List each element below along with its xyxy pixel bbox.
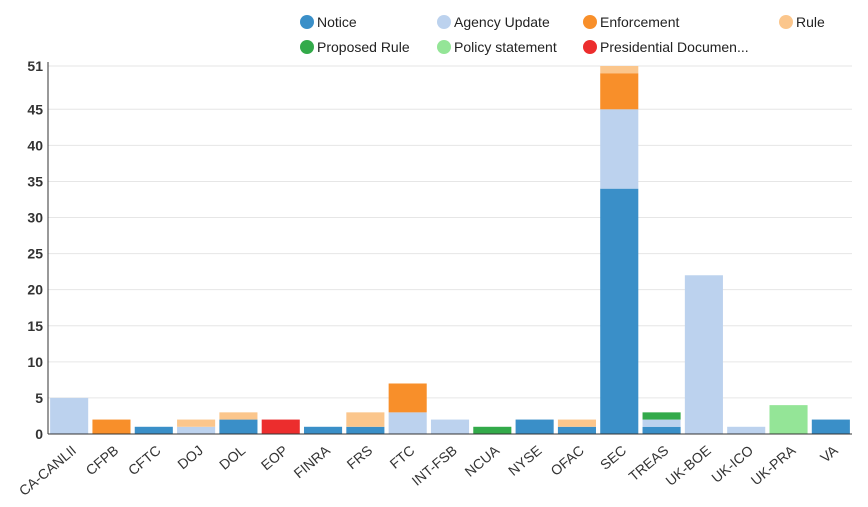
- x-tick-label: DOJ: [174, 442, 206, 472]
- x-tick-label: NYSE: [505, 442, 544, 479]
- legend: Notice Agency Update Enforcement Rule Propos…: [300, 14, 825, 55]
- bar-segment-uk-boe-agency-update[interactable]: [684, 275, 723, 434]
- y-tick-label: 45: [27, 101, 43, 117]
- legend-swatch: [583, 40, 597, 54]
- bar-segment-ca-canlii-agency-update[interactable]: [50, 397, 89, 434]
- legend-item[interactable]: Notice: [300, 14, 357, 30]
- y-tick-label: 15: [27, 318, 43, 334]
- bars: [50, 66, 850, 434]
- bar-segment-uk-pra-policy-statement[interactable]: [769, 405, 808, 434]
- x-tick-label: SEC: [597, 442, 629, 473]
- bar-segment-nyse-notice[interactable]: [515, 419, 554, 434]
- x-tick-label: FINRA: [291, 442, 334, 482]
- legend-label: Enforcement: [600, 14, 679, 30]
- y-tick-label: 5: [35, 390, 43, 406]
- y-tick-label: 30: [27, 210, 43, 226]
- legend-label: Rule: [796, 14, 825, 30]
- x-tick-label: INT-FSB: [409, 442, 460, 489]
- bar-segment-cftc-notice[interactable]: [134, 426, 173, 434]
- legend-label: Agency Update: [454, 14, 550, 30]
- bar-segment-treas-notice[interactable]: [642, 426, 681, 434]
- bar-segment-ncua-proposed-rule[interactable]: [473, 426, 512, 434]
- bar-segment-sec-notice[interactable]: [600, 188, 639, 434]
- legend-item[interactable]: Rule: [779, 14, 825, 30]
- bar-segment-sec-agency-update[interactable]: [600, 109, 639, 189]
- bar-segment-eop-presidential-documen[interactable]: [261, 419, 300, 434]
- x-tick-label: NCUA: [462, 442, 503, 480]
- legend-label: Presidential Documen...: [600, 39, 749, 55]
- legend-item[interactable]: Policy statement: [437, 39, 557, 55]
- x-tick-label: CA-CANLII: [16, 442, 79, 499]
- y-tick-label: 20: [27, 282, 43, 298]
- bar-segment-ftc-agency-update[interactable]: [388, 412, 427, 434]
- bar-segment-cfpb-enforcement[interactable]: [92, 419, 131, 434]
- legend-swatch: [300, 40, 314, 54]
- bar-segment-va-notice[interactable]: [811, 419, 850, 434]
- bar-segment-dol-notice[interactable]: [219, 419, 258, 434]
- x-tick-label: EOP: [258, 442, 291, 473]
- x-tick-label: CFPB: [83, 442, 122, 478]
- legend-label: Proposed Rule: [317, 39, 410, 55]
- legend-item[interactable]: Enforcement: [583, 14, 679, 30]
- legend-item[interactable]: Proposed Rule: [300, 39, 410, 55]
- bar-segment-frs-notice[interactable]: [346, 426, 385, 434]
- x-tick-label: VA: [817, 442, 841, 466]
- legend-item[interactable]: Presidential Documen...: [583, 39, 749, 55]
- legend-swatch: [779, 15, 793, 29]
- x-tick-label: FTC: [386, 442, 417, 472]
- grid: [48, 65, 852, 399]
- x-tick-label: UK-BOE: [662, 442, 713, 489]
- legend-swatch: [300, 15, 314, 29]
- x-tick-label: CFTC: [125, 442, 164, 478]
- x-tick-label: UK-PRA: [748, 442, 799, 489]
- bar-segment-dol-rule[interactable]: [219, 412, 258, 420]
- legend-swatch: [583, 15, 597, 29]
- x-tick-label: OFAC: [547, 442, 586, 479]
- bar-segment-doj-agency-update[interactable]: [177, 426, 216, 434]
- legend-swatch: [437, 15, 451, 29]
- bar-segment-sec-enforcement[interactable]: [600, 73, 639, 110]
- bar-segment-ofac-rule[interactable]: [557, 419, 596, 427]
- legend-label: Notice: [317, 14, 357, 30]
- y-tick-label: 35: [27, 173, 43, 189]
- x-tick-label: FRS: [344, 442, 376, 472]
- x-tick-label: DOL: [216, 442, 248, 473]
- legend-swatch: [437, 40, 451, 54]
- y-tick-label: 40: [27, 137, 43, 153]
- bar-segment-finra-notice[interactable]: [304, 426, 343, 434]
- legend-label: Policy statement: [454, 39, 557, 55]
- y-tick-label: 25: [27, 246, 43, 262]
- bar-segment-sec-rule[interactable]: [600, 66, 639, 74]
- bar-segment-doj-rule[interactable]: [177, 419, 216, 427]
- y-tick-label: 10: [27, 354, 43, 370]
- bar-segment-ofac-notice[interactable]: [557, 426, 596, 434]
- bar-segment-treas-proposed-rule[interactable]: [642, 412, 681, 420]
- bar-segment-int-fsb-agency-update[interactable]: [430, 419, 470, 434]
- y-tick-label: 51: [27, 58, 43, 74]
- bar-segment-ftc-enforcement[interactable]: [388, 383, 427, 413]
- bar-segment-frs-rule[interactable]: [346, 412, 385, 427]
- legend-item[interactable]: Agency Update: [437, 14, 550, 30]
- y-tick-label: 0: [35, 426, 43, 442]
- bar-segment-treas-agency-update[interactable]: [642, 419, 681, 427]
- bar-segment-uk-ico-agency-update[interactable]: [727, 426, 766, 434]
